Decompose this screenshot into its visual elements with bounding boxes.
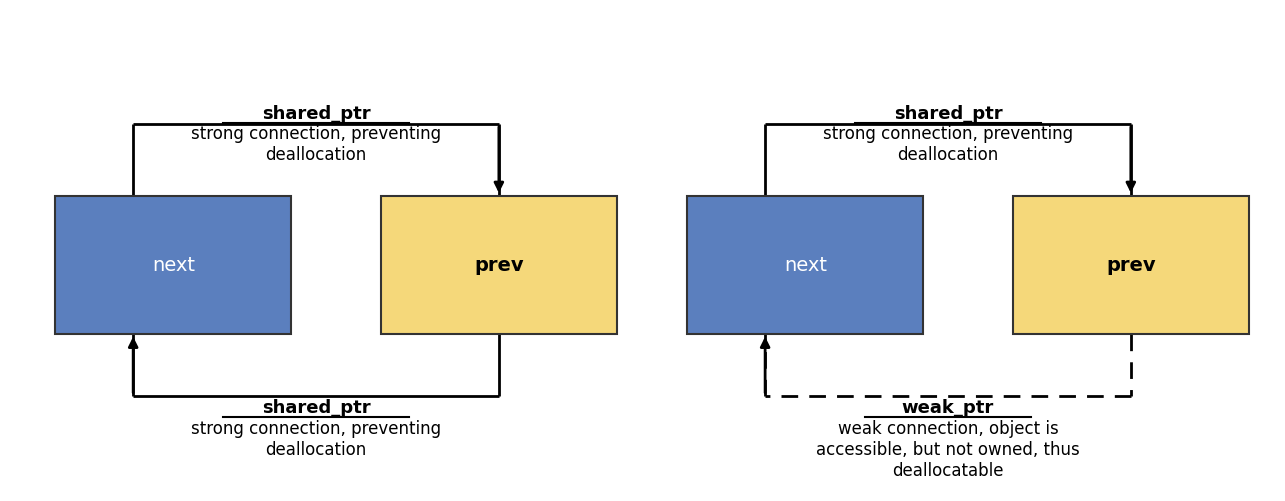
- Text: strong connection, preventing
deallocation: strong connection, preventing deallocati…: [191, 125, 441, 164]
- Text: weak connection, object is
accessible, but not owned, thus
deallocatable: weak connection, object is accessible, b…: [816, 419, 1079, 479]
- Text: next: next: [784, 256, 826, 275]
- FancyBboxPatch shape: [380, 196, 617, 334]
- Text: strong connection, preventing
deallocation: strong connection, preventing deallocati…: [822, 125, 1073, 164]
- Text: strong connection, preventing
deallocation: strong connection, preventing deallocati…: [191, 419, 441, 458]
- Text: next: next: [152, 256, 195, 275]
- Text: shared_ptr: shared_ptr: [262, 104, 370, 122]
- Text: shared_ptr: shared_ptr: [262, 398, 370, 416]
- Text: shared_ptr: shared_ptr: [893, 104, 1002, 122]
- Text: prev: prev: [474, 256, 524, 275]
- FancyBboxPatch shape: [687, 196, 924, 334]
- Text: weak_ptr: weak_ptr: [902, 398, 995, 416]
- FancyBboxPatch shape: [1013, 196, 1249, 334]
- Text: prev: prev: [1106, 256, 1155, 275]
- FancyBboxPatch shape: [55, 196, 292, 334]
